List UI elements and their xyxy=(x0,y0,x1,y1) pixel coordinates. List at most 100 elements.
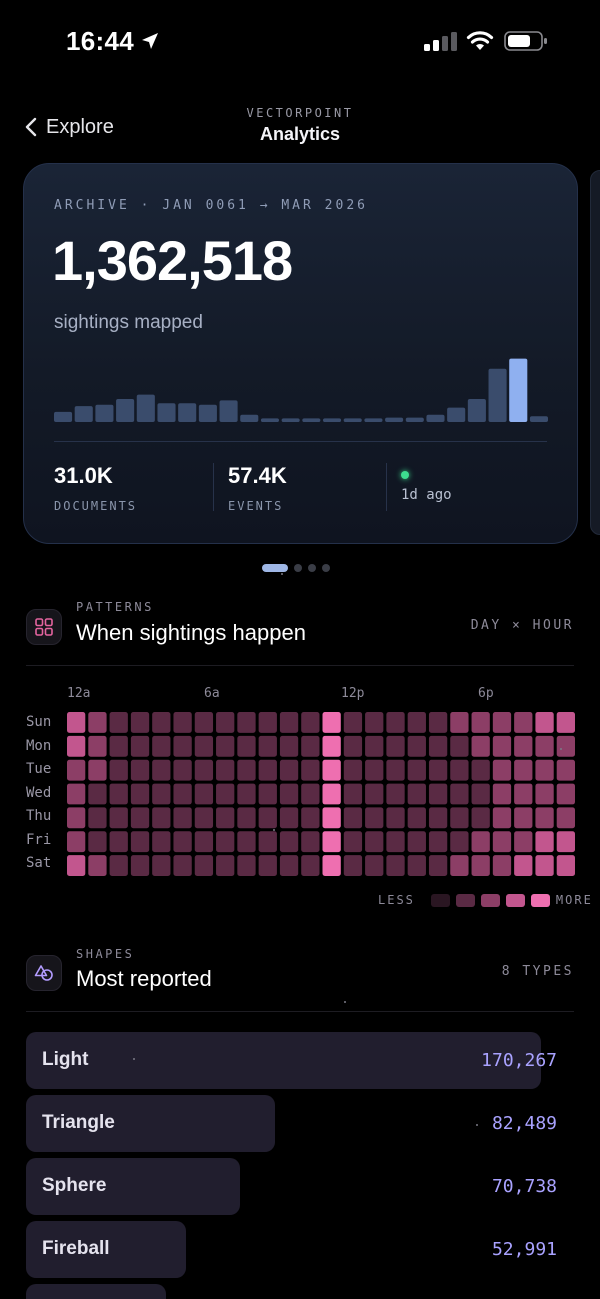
heatmap-cell[interactable] xyxy=(301,831,320,853)
heatmap-cell[interactable] xyxy=(343,855,363,876)
heatmap-cell[interactable] xyxy=(237,759,256,781)
heatmap-cell[interactable] xyxy=(88,807,107,829)
heatmap-cell[interactable] xyxy=(173,759,192,781)
heatmap-cell[interactable] xyxy=(365,831,384,853)
heatmap-cell[interactable] xyxy=(67,831,86,853)
heatmap-cell[interactable] xyxy=(428,855,448,876)
heatmap-cell[interactable] xyxy=(365,807,384,829)
heatmap-cell[interactable] xyxy=(535,712,554,733)
heatmap-cell[interactable] xyxy=(556,807,575,829)
heatmap-cell[interactable] xyxy=(450,712,469,733)
heatmap-cell[interactable] xyxy=(173,855,192,876)
heatmap-cell[interactable] xyxy=(258,759,277,781)
heatmap-cell[interactable] xyxy=(322,712,341,733)
heatmap-cell[interactable] xyxy=(67,712,86,733)
heatmap-cell[interactable] xyxy=(343,783,363,805)
heatmap-cell[interactable] xyxy=(130,783,150,805)
heatmap-cell[interactable] xyxy=(301,855,320,876)
heatmap-cell[interactable] xyxy=(237,831,256,853)
heatmap-cell[interactable] xyxy=(471,855,490,876)
heatmap-cell[interactable] xyxy=(343,712,363,733)
heatmap-cell[interactable] xyxy=(194,807,214,829)
heatmap-cell[interactable] xyxy=(471,783,490,805)
heatmap-cell[interactable] xyxy=(556,712,575,733)
heatmap-cell[interactable] xyxy=(109,712,128,733)
heatmap-cell[interactable] xyxy=(322,807,341,829)
heatmap-cell[interactable] xyxy=(428,831,448,853)
heatmap-cell[interactable] xyxy=(194,735,214,757)
pager-dot[interactable] xyxy=(308,564,316,572)
heatmap-cell[interactable] xyxy=(152,783,171,805)
shape-bar-fireball[interactable] xyxy=(26,1221,186,1278)
heatmap-cell[interactable] xyxy=(492,807,512,829)
heatmap-cell[interactable] xyxy=(322,783,341,805)
heatmap-cell[interactable] xyxy=(343,759,363,781)
heatmap-cell[interactable] xyxy=(216,807,235,829)
heatmap-cell[interactable] xyxy=(556,735,575,757)
heatmap-cell[interactable] xyxy=(556,759,575,781)
heatmap-cell[interactable] xyxy=(216,735,235,757)
heatmap-cell[interactable] xyxy=(428,783,448,805)
heatmap-cell[interactable] xyxy=(556,855,575,876)
heatmap-cell[interactable] xyxy=(173,783,192,805)
heatmap-cell[interactable] xyxy=(535,783,554,805)
heatmap-cell[interactable] xyxy=(152,807,171,829)
heatmap-cell[interactable] xyxy=(279,759,299,781)
heatmap-cell[interactable] xyxy=(407,759,426,781)
heatmap-cell[interactable] xyxy=(471,807,490,829)
heatmap-cell[interactable] xyxy=(67,783,86,805)
heatmap-cell[interactable] xyxy=(556,831,575,853)
heatmap-cell[interactable] xyxy=(514,855,533,876)
heatmap-cell[interactable] xyxy=(301,712,320,733)
heatmap-cell[interactable] xyxy=(173,831,192,853)
heatmap-cell[interactable] xyxy=(173,807,192,829)
next-card-peek[interactable] xyxy=(590,170,600,535)
heatmap-cell[interactable] xyxy=(173,712,192,733)
shape-bar-triangle[interactable] xyxy=(26,1095,275,1152)
heatmap-cell[interactable] xyxy=(88,759,107,781)
heatmap-cell[interactable] xyxy=(130,831,150,853)
heatmap-cell[interactable] xyxy=(152,735,171,757)
heatmap-cell[interactable] xyxy=(88,831,107,853)
heatmap-cell[interactable] xyxy=(279,831,299,853)
heatmap-cell[interactable] xyxy=(279,783,299,805)
heatmap-cell[interactable] xyxy=(343,831,363,853)
heatmap-cell[interactable] xyxy=(258,831,277,853)
heatmap-cell[interactable] xyxy=(428,712,448,733)
heatmap-cell[interactable] xyxy=(109,831,128,853)
heatmap-cell[interactable] xyxy=(258,712,277,733)
heatmap-cell[interactable] xyxy=(450,855,469,876)
heatmap-cell[interactable] xyxy=(88,783,107,805)
heatmap-cell[interactable] xyxy=(67,759,86,781)
heatmap-cell[interactable] xyxy=(343,735,363,757)
heatmap-cell[interactable] xyxy=(237,783,256,805)
heatmap-cell[interactable] xyxy=(407,807,426,829)
archive-summary-card[interactable] xyxy=(23,163,578,544)
heatmap-cell[interactable] xyxy=(152,759,171,781)
heatmap-cell[interactable] xyxy=(216,759,235,781)
heatmap-cell[interactable] xyxy=(450,735,469,757)
heatmap-cell[interactable] xyxy=(67,855,86,876)
pager-dot[interactable] xyxy=(294,564,302,572)
heatmap-cell[interactable] xyxy=(450,783,469,805)
heatmap-cell[interactable] xyxy=(535,759,554,781)
heatmap-cell[interactable] xyxy=(514,735,533,757)
heatmap-cell[interactable] xyxy=(386,759,405,781)
heatmap-cell[interactable] xyxy=(450,807,469,829)
heatmap-cell[interactable] xyxy=(322,735,341,757)
heatmap-cell[interactable] xyxy=(301,735,320,757)
heatmap-cell[interactable] xyxy=(279,712,299,733)
heatmap-cell[interactable] xyxy=(258,855,277,876)
heatmap-cell[interactable] xyxy=(514,807,533,829)
shape-bar-sphere[interactable] xyxy=(26,1158,240,1215)
heatmap-cell[interactable] xyxy=(407,735,426,757)
heatmap-cell[interactable] xyxy=(194,759,214,781)
heatmap-cell[interactable] xyxy=(407,831,426,853)
heatmap-cell[interactable] xyxy=(407,855,426,876)
heatmap-cell[interactable] xyxy=(492,712,512,733)
heatmap-cell[interactable] xyxy=(258,735,277,757)
heatmap-cell[interactable] xyxy=(322,855,341,876)
heatmap-cell[interactable] xyxy=(173,735,192,757)
heatmap-cell[interactable] xyxy=(88,712,107,733)
heatmap-cell[interactable] xyxy=(428,759,448,781)
